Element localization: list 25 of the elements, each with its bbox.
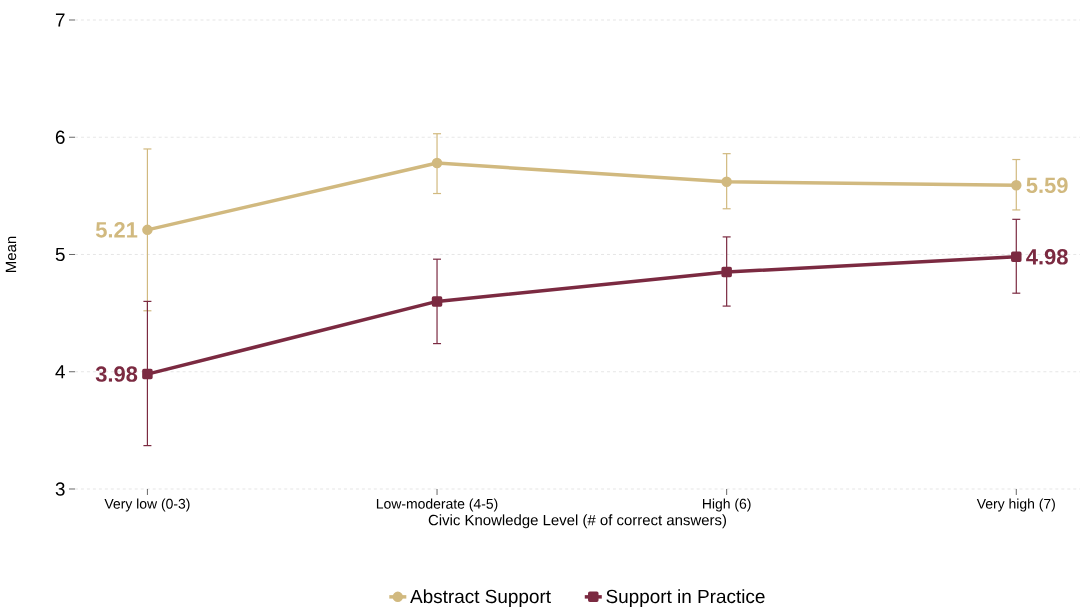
point [142,368,153,380]
x-tick-label: Very high (7) [976,498,1055,512]
point [1011,179,1022,191]
y-tick-label: 6 [55,130,65,144]
data-label: 4.98 [1026,248,1068,265]
legend-label: Support in Practice [606,589,765,607]
x-tick-label: Low-moderate (4-5) [376,498,498,512]
x-tick-label: High (6) [703,498,751,512]
point [142,224,153,235]
point [431,295,443,307]
point [1011,251,1022,262]
y-tick-label: 5 [55,247,65,261]
y-tick-label: 3 [55,482,65,496]
data-label: 3.98 [95,366,138,382]
legend-label: Abstract Support [410,589,551,607]
x-axis-title: Civic Knowledge Level (# of correct answers) [428,514,727,529]
data-label: 5.59 [1026,177,1068,193]
y-axis-title: Mean [5,236,17,272]
y-tick-label: 7 [55,13,65,27]
point [431,157,443,169]
y-tick-label: 4 [55,365,65,379]
point [721,266,732,278]
data-label: 5.21 [95,221,138,238]
x-tick-label: Very low (0-3) [104,498,190,512]
point [721,176,732,187]
